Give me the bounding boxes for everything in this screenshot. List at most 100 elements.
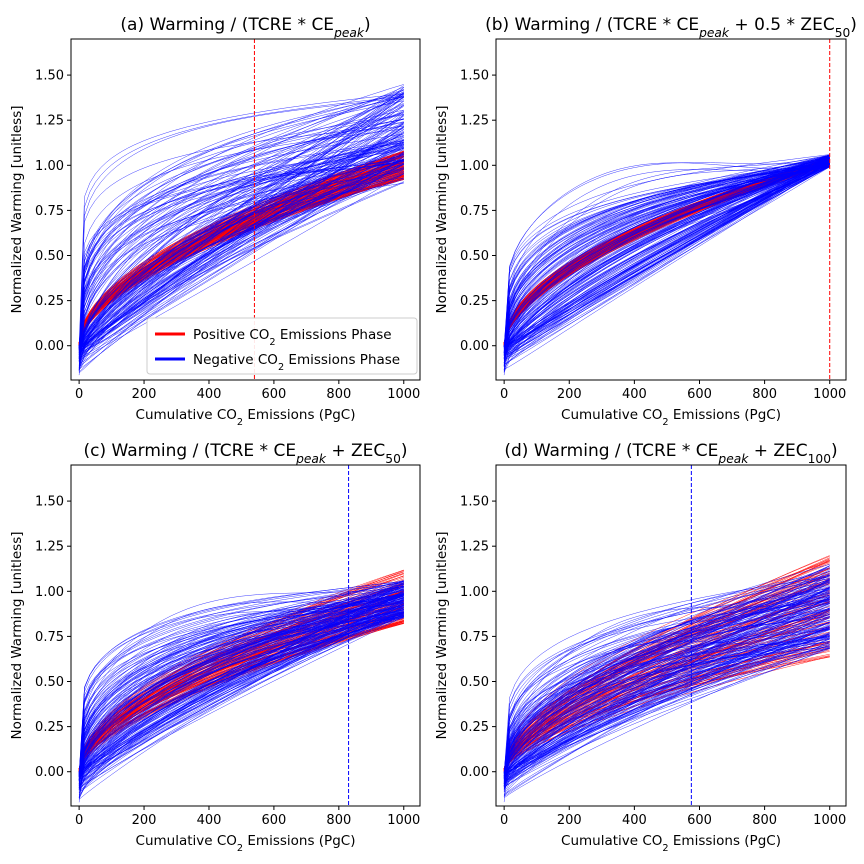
curve (78, 584, 404, 786)
curve (78, 179, 404, 363)
curve (78, 159, 404, 370)
y-tick-label: 0.75 (35, 204, 64, 219)
curve (78, 612, 404, 799)
curve (78, 160, 404, 348)
curve (503, 590, 830, 787)
x-tick-label: 0 (75, 387, 83, 402)
curve (504, 159, 830, 352)
curve (503, 155, 830, 349)
curve (503, 599, 830, 773)
x-tick-label: 400 (197, 813, 222, 828)
curve (503, 594, 830, 778)
curve (78, 603, 404, 794)
curve (503, 154, 830, 361)
curve (78, 162, 404, 350)
curve (504, 622, 830, 774)
curve (78, 128, 404, 359)
negative-series (78, 84, 404, 376)
curve (78, 147, 404, 351)
plot-area (503, 39, 831, 380)
curve (78, 578, 404, 769)
y-tick-label: 1.50 (460, 69, 489, 84)
curve (503, 588, 830, 783)
curve (503, 620, 830, 776)
curve (78, 586, 404, 779)
y-axis-label: Normalized Warming [unitless] (434, 531, 450, 739)
curve (503, 160, 830, 353)
curve (78, 91, 404, 369)
curve (78, 99, 404, 349)
curve (78, 111, 404, 359)
curve (503, 561, 830, 769)
y-tick-label: 1.25 (460, 114, 489, 129)
curve (78, 93, 404, 368)
curve (503, 592, 830, 772)
y-axis-label: Normalized Warming [unitless] (9, 531, 25, 739)
x-tick-label: 0 (500, 813, 508, 828)
curve (78, 603, 404, 772)
curve (78, 137, 404, 351)
curve (78, 115, 404, 351)
curve (79, 148, 404, 353)
x-tick-label: 600 (261, 813, 286, 828)
y-tick-label: 0.75 (460, 204, 489, 219)
y-tick-label: 1.25 (460, 540, 489, 555)
curve (78, 173, 404, 346)
curve (78, 137, 404, 355)
x-tick-label: 1000 (387, 813, 420, 828)
legend: Positive CO2 Emissions Phase Negative CO2… (146, 317, 418, 375)
curve (78, 581, 404, 783)
curve (78, 173, 404, 348)
plot-area (78, 465, 404, 806)
curve (503, 160, 830, 347)
curve (78, 593, 404, 778)
curve (78, 131, 404, 352)
curve (78, 93, 404, 348)
curve (78, 118, 404, 357)
y-tick-label: 0.50 (35, 249, 64, 264)
legend-label: Negative CO2 Emissions Phase (193, 352, 400, 373)
curve (503, 156, 830, 350)
x-tick-label: 1000 (813, 387, 846, 402)
curve (503, 155, 830, 348)
curve (503, 604, 830, 778)
curve (78, 96, 404, 349)
curve (78, 602, 404, 774)
curve (503, 628, 830, 785)
curve (503, 155, 830, 347)
x-tick-label: 200 (132, 813, 157, 828)
curve (78, 140, 404, 347)
curve (503, 165, 830, 367)
panel-title: (b) Warming / (TCRE * CEpeak + 0.5 * ZEC… (485, 15, 857, 40)
curve (503, 165, 830, 364)
curve (503, 166, 830, 353)
curve (78, 594, 404, 782)
curve (78, 142, 404, 356)
curve (78, 582, 404, 776)
curve (503, 161, 830, 352)
curve (503, 610, 830, 777)
curve (503, 582, 830, 782)
curve (78, 92, 404, 346)
curve (78, 171, 404, 352)
curve (78, 142, 404, 352)
legend-box (146, 317, 418, 375)
curve (78, 173, 404, 369)
panel-title: (d) Warming / (TCRE * CEpeak + ZEC100) (504, 441, 837, 466)
curve (78, 138, 404, 360)
curve (78, 587, 404, 773)
x-tick-label: 600 (687, 387, 712, 402)
curve (503, 578, 830, 776)
x-tick-label: 800 (752, 813, 777, 828)
curve (78, 89, 404, 346)
y-tick-label: 0.25 (35, 294, 64, 309)
curve (78, 605, 404, 786)
curve (78, 173, 404, 360)
curve (78, 612, 404, 784)
curve (78, 126, 404, 348)
x-tick-label: 200 (132, 387, 157, 402)
curve (78, 590, 404, 781)
curve (78, 608, 404, 782)
curve (503, 638, 830, 786)
